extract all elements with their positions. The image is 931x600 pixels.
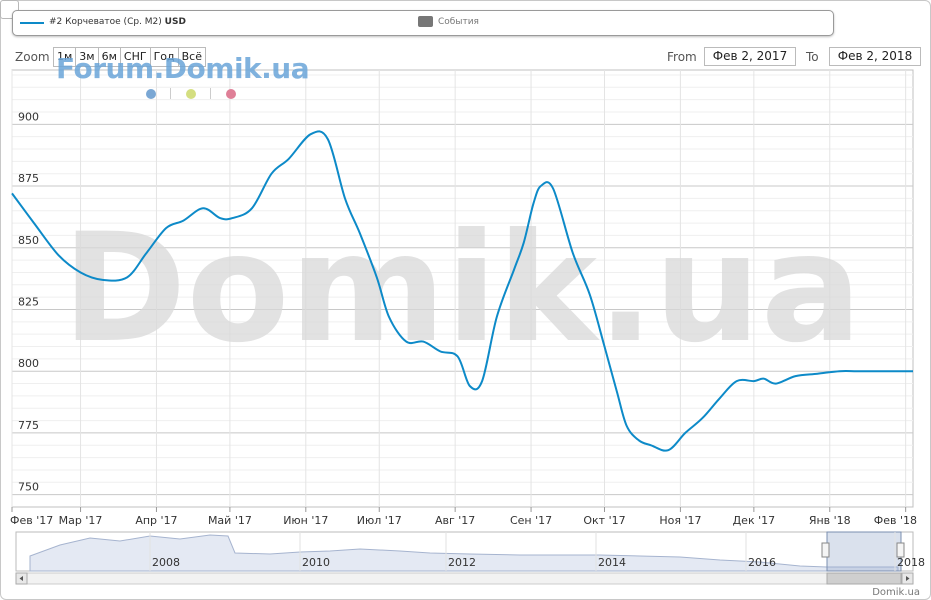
scrollbar-track[interactable] — [15, 572, 914, 585]
zoom-label: Zoom — [15, 50, 50, 64]
scrollbar-thumb[interactable] — [826, 572, 902, 585]
dot-pink-icon — [226, 89, 236, 99]
from-label: From — [667, 50, 697, 64]
zoom-button-0[interactable]: 1м — [53, 47, 77, 67]
navigator-year-label: 2010 — [302, 556, 330, 569]
forum-watermark: Forum.Domik.ua — [56, 52, 310, 85]
series-line[interactable] — [11, 130, 913, 452]
dot-blue-icon — [146, 89, 156, 99]
x-tick-label: Июл '17 — [357, 514, 402, 527]
y-tick-label: 775 — [18, 419, 39, 432]
navigator-handle-left[interactable] — [821, 542, 830, 558]
events-toggle-icon[interactable] — [418, 16, 433, 27]
series-swatch — [20, 22, 44, 24]
y-tick-label: 900 — [18, 110, 39, 123]
navigator-series — [29, 534, 899, 572]
x-tick-label: Июн '17 — [283, 514, 328, 527]
navigator-year-label: 2014 — [598, 556, 626, 569]
x-tick-label: Апр '17 — [135, 514, 177, 527]
to-label: To — [806, 50, 819, 64]
dot-separator — [210, 88, 211, 99]
big-watermark: Domik.ua — [62, 202, 862, 376]
navigator-year-label: 2008 — [152, 556, 180, 569]
chevron-left-icon — [19, 576, 23, 581]
y-tick-label: 875 — [18, 172, 39, 185]
navigator-year-label: 2018 — [897, 556, 925, 569]
y-tick-label: 800 — [18, 357, 39, 370]
to-date-input[interactable]: Фев 2, 2018 — [829, 47, 921, 66]
credit-link[interactable]: Domik.ua — [872, 587, 920, 598]
y-tick-label: 850 — [18, 234, 39, 247]
zoom-button-5[interactable]: Всё — [178, 47, 206, 67]
legend: #2 Корчеватое (Ср. М2) USD События — [12, 10, 834, 36]
dot-yellow-icon — [186, 89, 196, 99]
x-tick-label: Авг '17 — [435, 514, 475, 527]
dot-separator — [170, 88, 171, 99]
x-tick-label: Мар '17 — [59, 514, 103, 527]
zoom-button-group: 1м 3м 6м СНГ Год Всё — [53, 47, 206, 67]
y-tick-label: 825 — [18, 295, 39, 308]
zoom-button-3[interactable]: СНГ — [120, 47, 151, 67]
x-tick-label: Сен '17 — [510, 514, 552, 527]
zoom-button-1[interactable]: 3м — [76, 47, 99, 67]
navigator-selection[interactable] — [826, 531, 902, 572]
x-tick-label: Окт '17 — [583, 514, 625, 527]
x-tick-label: Ноя '17 — [659, 514, 701, 527]
plot-area — [11, 69, 914, 508]
navigator-year-label: 2012 — [448, 556, 476, 569]
zoom-button-2[interactable]: 6м — [98, 47, 121, 67]
y-tick-label: 750 — [18, 481, 39, 494]
from-date-input[interactable]: Фев 2, 2017 — [704, 47, 796, 66]
x-tick-label: Дек '17 — [733, 514, 776, 527]
x-tick-label: Май '17 — [208, 514, 252, 527]
x-tick-label: Янв '18 — [809, 514, 851, 527]
x-tick-label: Фев '18 — [874, 514, 917, 527]
series-legend-item[interactable]: #2 Корчеватое (Ср. М2) USD — [49, 17, 186, 27]
chevron-right-icon — [906, 576, 910, 581]
x-tick-label: Фев '17 — [10, 514, 53, 527]
navigator-year-label: 2016 — [748, 556, 776, 569]
zoom-button-4[interactable]: Год — [150, 47, 179, 67]
navigator-handle-right[interactable] — [896, 542, 905, 558]
events-legend-item[interactable]: События — [438, 17, 479, 27]
